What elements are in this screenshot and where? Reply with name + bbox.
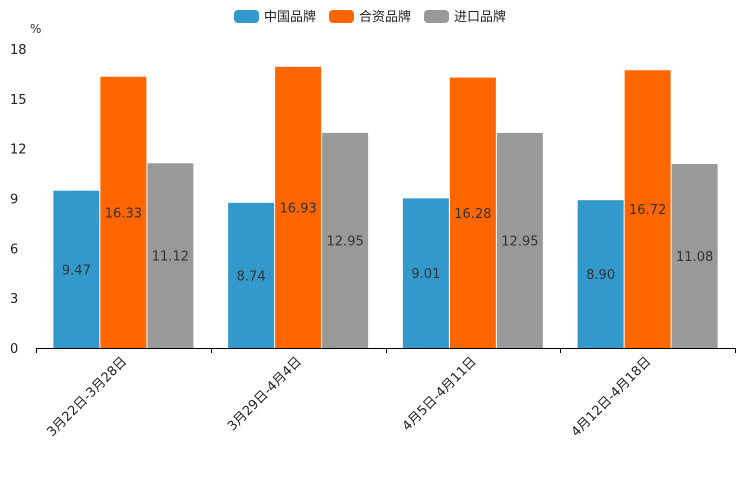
data-label: 12.95 [327,234,364,249]
data-label: 16.72 [629,203,666,218]
y-tick-label: 12 [10,143,27,158]
legend: 中国品牌 合资品牌 进口品牌 [234,9,506,25]
bar [53,190,100,348]
x-tick-label: 3月22日-3月28日 [44,354,130,440]
y-axis: 0 3 6 9 12 15 18 [10,43,27,357]
legend-swatch [329,10,354,23]
data-label: 16.33 [105,206,142,221]
y-tick-label: 18 [10,43,27,58]
legend-label: 中国品牌 [264,9,316,25]
y-tick-label: 9 [10,193,18,208]
y-tick-label: 6 [10,242,18,257]
bar [147,163,194,348]
data-label: 9.47 [62,263,91,278]
bar [322,132,369,348]
legend-label: 合资品牌 [359,9,411,25]
bar [100,76,147,349]
data-label: 9.01 [411,267,440,282]
legend-swatch [424,10,449,23]
bar [624,70,671,349]
data-label: 8.74 [237,269,266,284]
legend-label: 进口品牌 [454,9,506,25]
bar [275,66,322,348]
data-label: 12.95 [501,234,538,249]
data-label: 16.28 [454,207,491,222]
bar [449,77,496,349]
bar [671,163,718,348]
bar [228,202,275,348]
x-axis: 3月22日-3月28日 3月29日-4月4日 4月5日-4月11日 4月12日-4月1… [36,348,736,440]
y-tick-label: 0 [10,342,18,357]
data-label: 11.08 [676,250,713,265]
data-label: 16.93 [280,201,317,216]
bar [577,200,624,348]
y-tick-label: 15 [10,93,27,108]
data-label: 8.90 [586,268,615,283]
bar [402,198,449,348]
y-tick-label: 3 [10,292,18,307]
bar [496,132,543,348]
x-tick-label: 4月5日-4月11日 [400,354,480,434]
bars: 9.47 16.33 11.12 8.74 16.93 12.95 9.01 16.28 12.… [53,66,718,349]
x-tick-label: 3月29日-4月4日 [225,354,305,434]
legend-swatch [234,10,259,23]
y-axis-unit-label: % [30,22,41,36]
x-tick-label: 4月12日-4月18日 [569,354,655,440]
data-label: 11.12 [152,250,189,265]
